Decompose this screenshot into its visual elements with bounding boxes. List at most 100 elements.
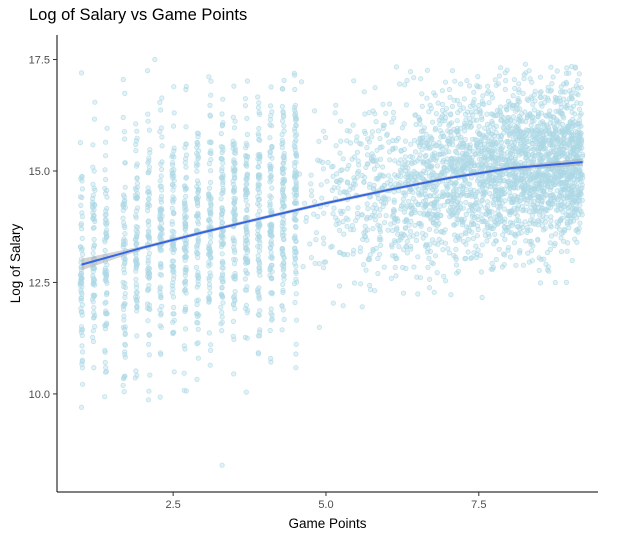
scatter-point bbox=[219, 309, 225, 315]
scatter-point bbox=[219, 207, 225, 213]
scatter-point bbox=[491, 223, 498, 229]
scatter-point bbox=[547, 246, 554, 252]
scatter-point bbox=[363, 164, 369, 170]
scatter-point bbox=[546, 268, 552, 274]
scatter-point bbox=[432, 240, 438, 246]
scatter-point bbox=[489, 118, 495, 125]
scatter-point bbox=[453, 237, 459, 243]
scatter-point bbox=[531, 118, 537, 124]
scatter-point bbox=[367, 181, 373, 187]
scatter-point bbox=[92, 323, 98, 330]
scatter-point bbox=[293, 270, 299, 276]
scatter-point bbox=[426, 109, 432, 115]
scatter-point bbox=[512, 184, 518, 191]
scatter-point bbox=[206, 296, 212, 302]
scatter-point bbox=[231, 260, 238, 267]
scatter-point bbox=[576, 71, 583, 77]
scatter-point bbox=[564, 221, 570, 227]
scatter-point bbox=[442, 165, 448, 171]
scatter-point bbox=[391, 115, 397, 121]
scatter-point bbox=[364, 145, 370, 151]
scatter-point bbox=[390, 146, 396, 153]
scatter-point bbox=[558, 104, 564, 110]
scatter-point bbox=[553, 195, 560, 201]
scatter-point bbox=[133, 296, 139, 303]
scatter-point bbox=[279, 327, 285, 333]
scatter-point bbox=[504, 107, 510, 113]
scatter-point bbox=[577, 220, 583, 226]
scatter-point bbox=[446, 149, 452, 155]
scatter-point bbox=[435, 100, 441, 106]
scatter-point bbox=[424, 159, 431, 165]
scatter-point bbox=[576, 211, 582, 217]
scatter-point bbox=[208, 347, 214, 353]
scatter-point bbox=[122, 284, 128, 291]
scatter-point bbox=[269, 185, 275, 191]
scatter-point bbox=[432, 143, 438, 149]
scatter-point bbox=[336, 227, 343, 233]
scatter-point bbox=[208, 342, 214, 348]
scatter-point bbox=[548, 116, 554, 122]
scatter-point bbox=[463, 199, 469, 205]
scatter-point bbox=[530, 178, 536, 184]
scatter-point bbox=[365, 206, 371, 212]
scatter-point bbox=[279, 86, 285, 92]
scatter-point bbox=[437, 151, 443, 157]
scatter-point bbox=[219, 156, 225, 162]
scatter-point bbox=[369, 134, 375, 140]
scatter-point bbox=[440, 191, 446, 197]
scatter-point bbox=[79, 186, 86, 192]
scatter-point bbox=[291, 105, 297, 111]
scatter-point bbox=[293, 123, 299, 129]
scatter-point bbox=[257, 111, 263, 117]
scatter-point bbox=[525, 97, 532, 104]
scatter-point bbox=[487, 216, 494, 222]
scatter-point bbox=[169, 246, 175, 252]
scatter-point bbox=[433, 111, 439, 117]
scatter-point bbox=[122, 231, 128, 237]
scatter-point bbox=[403, 205, 409, 211]
scatter-point bbox=[208, 196, 214, 202]
scatter-point bbox=[145, 397, 151, 403]
scatter-point bbox=[464, 109, 471, 115]
scatter-point bbox=[256, 159, 262, 165]
scatter-point bbox=[169, 242, 175, 248]
scatter-point bbox=[159, 166, 165, 172]
scatter-point bbox=[171, 317, 177, 323]
scatter-point bbox=[268, 306, 274, 312]
scatter-point bbox=[569, 96, 576, 102]
scatter-point bbox=[475, 74, 481, 80]
scatter-point bbox=[420, 128, 426, 134]
scatter-point bbox=[232, 150, 239, 156]
scatter-point bbox=[102, 217, 109, 223]
scatter-point bbox=[380, 173, 387, 179]
scatter-point bbox=[207, 209, 213, 215]
scatter-point bbox=[145, 202, 151, 208]
scatter-point bbox=[473, 243, 479, 249]
scatter-point bbox=[553, 180, 559, 186]
scatter-point bbox=[244, 173, 250, 179]
scatter-point bbox=[255, 175, 262, 181]
scatter-point bbox=[318, 182, 324, 188]
scatter-point bbox=[398, 147, 404, 154]
scatter-point bbox=[498, 153, 504, 159]
scatter-point bbox=[479, 212, 485, 218]
scatter-point bbox=[291, 72, 298, 78]
scatter-point bbox=[531, 128, 537, 134]
scatter-point bbox=[268, 164, 274, 170]
scatter-point bbox=[350, 185, 356, 191]
scatter-point bbox=[291, 160, 297, 166]
scatter-point bbox=[338, 168, 344, 174]
scatter-point bbox=[542, 226, 548, 232]
scatter-point bbox=[267, 103, 274, 109]
scatter-point bbox=[133, 263, 140, 269]
scatter-point bbox=[512, 108, 519, 114]
scatter-point bbox=[446, 141, 453, 147]
scatter-point bbox=[146, 196, 152, 202]
scatter-point bbox=[91, 314, 97, 320]
scatter-point bbox=[370, 226, 376, 232]
scatter-point bbox=[466, 208, 472, 214]
scatter-point bbox=[355, 205, 361, 211]
scatter-point bbox=[195, 250, 201, 257]
scatter-point bbox=[576, 106, 583, 112]
